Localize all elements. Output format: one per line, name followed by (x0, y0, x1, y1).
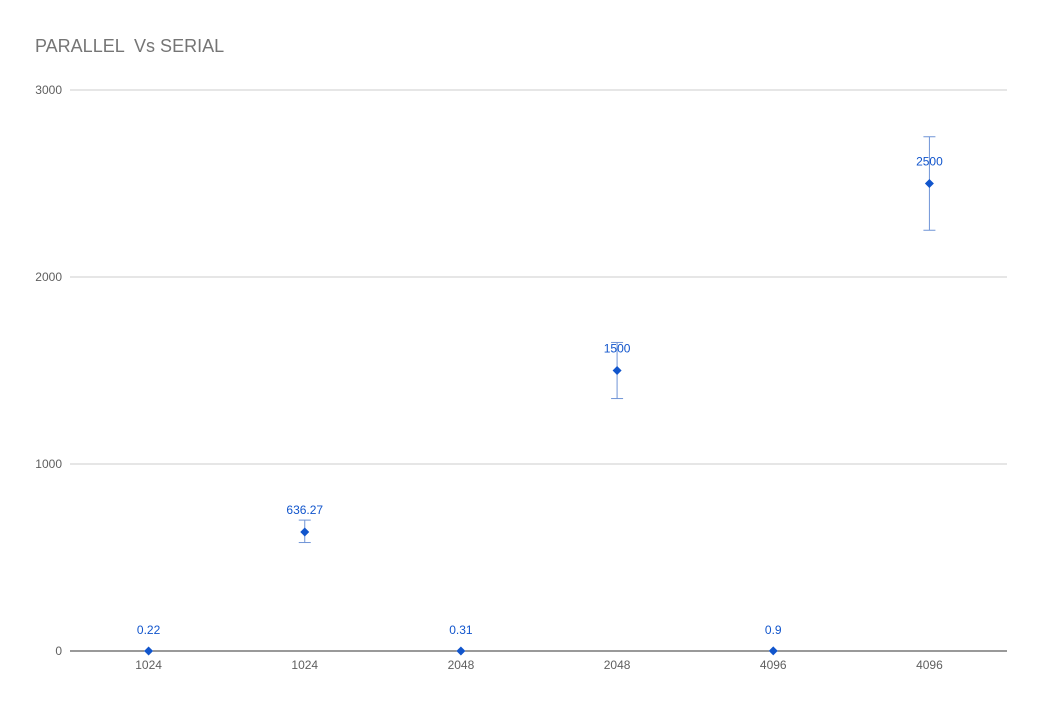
y-axis-ticks: 0 1000 2000 3000 (35, 83, 62, 658)
x-tick-label: 4096 (760, 658, 787, 672)
x-tick-label: 4096 (916, 658, 943, 672)
x-tick-label: 1024 (135, 658, 162, 672)
data-point (456, 646, 466, 656)
data-point (300, 527, 310, 537)
data-label: 636.27 (286, 503, 323, 517)
data-point (144, 646, 154, 656)
data-labels: 0.22 636.27 0.31 1500 0.9 2500 (137, 155, 943, 637)
data-label: 0.22 (137, 623, 161, 637)
error-bars (298, 136, 936, 544)
data-label: 0.31 (449, 623, 473, 637)
data-label: 2500 (916, 155, 943, 169)
data-point (612, 366, 622, 375)
x-tick-label: 2048 (604, 658, 631, 672)
x-tick-label: 1024 (291, 658, 318, 672)
y-tick-label: 3000 (35, 83, 62, 97)
data-label: 0.9 (765, 623, 782, 637)
x-tick-label: 2048 (448, 658, 475, 672)
chart-title: PARALLEL Vs SERIAL (35, 36, 225, 56)
x-axis-ticks: 1024 1024 2048 2048 4096 4096 (135, 658, 943, 672)
gridlines (70, 89, 1007, 652)
data-points (144, 179, 934, 656)
y-tick-label: 2000 (35, 270, 62, 284)
data-point (768, 646, 778, 656)
y-tick-label: 1000 (35, 457, 62, 471)
data-point (924, 179, 934, 188)
y-tick-label: 0 (55, 644, 62, 658)
data-label: 1500 (604, 342, 631, 356)
